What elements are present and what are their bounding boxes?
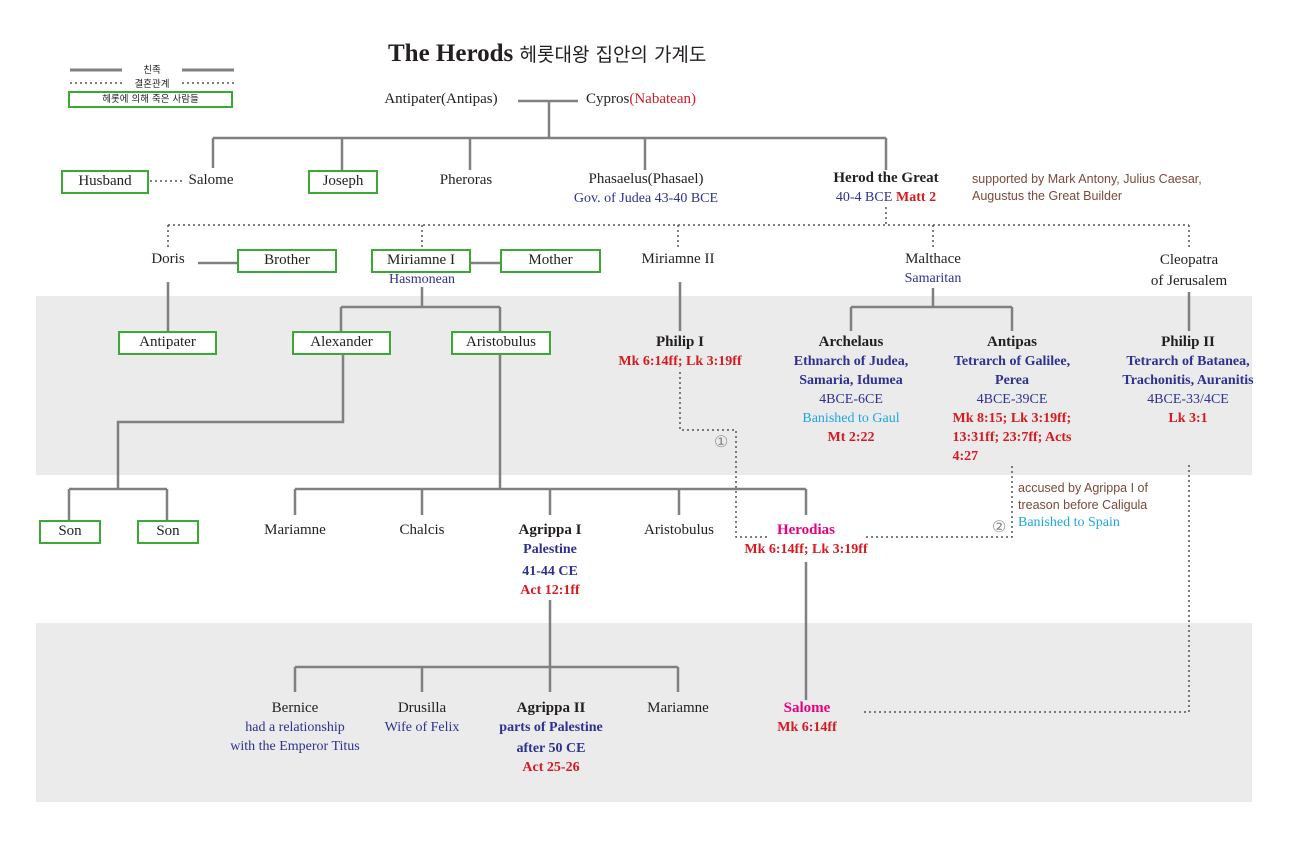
archelaus-node: Archelaus Ethnarch of Judea, Samaria, Idum… — [793, 334, 909, 445]
herodias-node: Herodias Mk 6:14ff; Lk 3:19ff — [744, 522, 868, 557]
kin-line — [293, 354, 808, 515]
mariamne-node: Mariamne — [264, 522, 326, 538]
cleopatra-node: Cleopatra of Jerusalem — [1150, 252, 1228, 289]
phasaelus-node: Phasaelus(Phasael) Gov. of Judea 43-40 BC… — [573, 171, 719, 206]
miriamne2-node: Miriamne II — [641, 251, 715, 267]
doris-node: Doris — [151, 251, 185, 267]
antipater-node: Antipater(Antipas) — [384, 91, 498, 107]
generation-band — [36, 296, 1252, 475]
brother-box: Brother — [237, 249, 337, 273]
salome-node: Salome — [188, 172, 234, 188]
kin-line — [211, 136, 888, 170]
marriage-order-2: ② — [992, 519, 1007, 536]
drusilla-node: Drusilla Wife of Felix — [384, 700, 460, 735]
philip1-node: Philip I Mk 6:14ff; Lk 3:19ff — [618, 334, 742, 369]
chalcis-node: Chalcis — [399, 522, 445, 538]
herod-node: Herod the Great 40-4 BCE Matt 2 — [833, 170, 939, 205]
antipater-son-box: Antipater — [118, 331, 217, 355]
legend-killed: 헤롯에 의해 죽은 사람들 — [68, 91, 233, 108]
marriage-line — [167, 207, 1190, 250]
aristobulus-grandson-node: Aristobulus — [643, 522, 715, 538]
antipas-node: Antipas Tetrarch of Galilee, Perea 4BCE-39C… — [952, 334, 1072, 464]
marriage-order-1: ① — [714, 434, 729, 451]
pheroras-node: Pheroras — [439, 172, 493, 188]
mother-box: Mother — [500, 249, 601, 273]
agrippa1-node: Agrippa I Palestine 41-44 CE Act 12:1ff — [518, 522, 582, 598]
alexander-box: Alexander — [292, 331, 391, 355]
marriage-line — [518, 99, 578, 138]
son-box: Son — [39, 520, 101, 544]
malthace-node: Malthace Samaritan — [904, 251, 962, 286]
antipas-note: accused by Agrippa I of treason before Ca… — [1018, 481, 1148, 530]
cypros-node: Cypros(Nabatean) — [586, 91, 696, 107]
herod-note: supported by Mark Antony, Julius Caesar,… — [972, 172, 1202, 203]
kin-line — [293, 562, 808, 700]
joseph-box: Joseph — [308, 170, 378, 194]
marriage-line — [862, 465, 1190, 713]
miriamne1-box: Miriamne I — [371, 249, 471, 273]
kin-line — [166, 282, 1191, 331]
mariamne-great-node: Mariamne — [647, 700, 709, 716]
bernice-node: Bernice had a relationship with the Empero… — [230, 700, 360, 754]
salome-daughter-node: Salome Mk 6:14ff — [777, 700, 837, 735]
legend-marriage: 결혼관계 — [134, 79, 170, 90]
agrippa2-node: Agrippa II parts of Palestine after 50 CE A… — [499, 700, 603, 775]
marriage-line — [866, 465, 1013, 538]
legend-kin: 친족 — [143, 65, 161, 76]
philip2-node: Philip II Tetrarch of Batanea, Trachonitis… — [1122, 334, 1254, 426]
son-box: Son — [137, 520, 199, 544]
page-title: The Herods 헤롯대왕 집안의 가계도 — [388, 40, 707, 67]
aristobulus-box: Aristobulus — [451, 331, 551, 355]
miriamne1-origin: Hasmonean — [388, 272, 456, 287]
marriage-line — [679, 372, 770, 538]
kin-line — [67, 354, 345, 520]
husband-box: Husband — [61, 170, 149, 194]
